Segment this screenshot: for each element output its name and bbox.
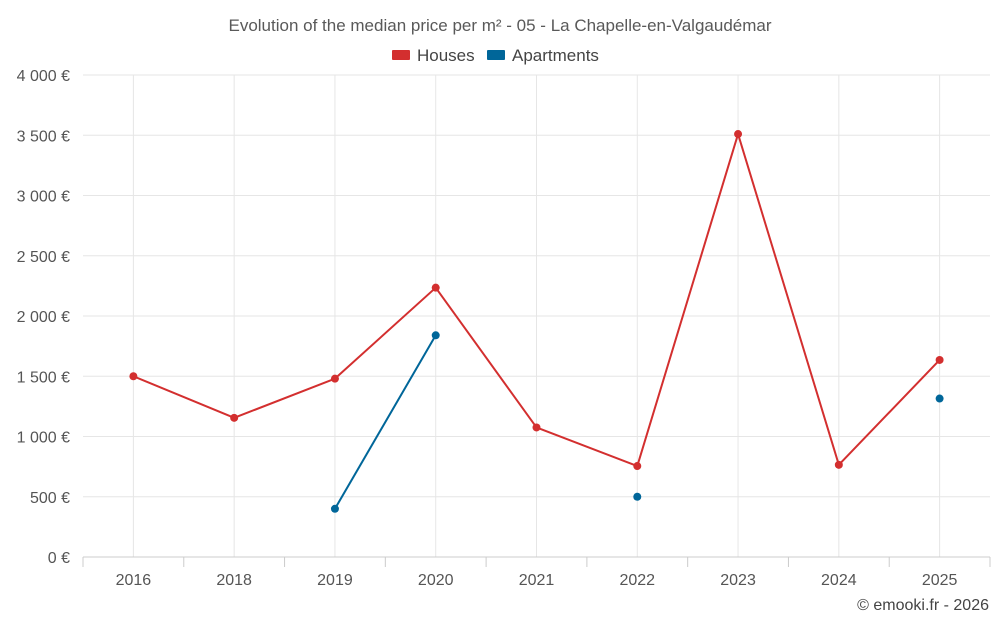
x-tick-label: 2020 (418, 572, 454, 589)
data-point-houses-2019[interactable] (330, 374, 339, 383)
data-point-houses-2021[interactable] (532, 423, 541, 432)
x-tick-label: 2018 (216, 572, 252, 589)
data-point-houses-2025[interactable] (935, 355, 944, 364)
x-tick-label: 2022 (619, 572, 655, 589)
x-tick-label: 2021 (519, 572, 555, 589)
x-tick-label: 2025 (922, 572, 958, 589)
data-point-houses-2020[interactable] (431, 283, 440, 292)
series (129, 130, 944, 513)
x-tick-label: 2024 (821, 572, 857, 589)
y-tick-label: 2 500 € (17, 249, 70, 266)
x-axis: 2016 2018 2019 2020 2021 2022 2023 2024 2025 (82, 556, 991, 589)
legend: Houses Apartments (392, 46, 599, 65)
data-point-houses-2018[interactable] (230, 413, 239, 422)
data-point-apartments-2020[interactable] (431, 331, 440, 340)
credit-text: © emooki.fr - 2026 (857, 597, 989, 614)
y-tick-label: 4 000 € (17, 68, 70, 85)
legend-item-apartments[interactable]: Apartments (487, 46, 599, 65)
x-tick-label: 2019 (317, 572, 353, 589)
series-apartments (330, 331, 944, 513)
y-tick-label: 3 000 € (17, 189, 70, 206)
data-point-houses-2016[interactable] (129, 372, 138, 381)
series-houses (129, 130, 944, 471)
y-tick-label: 1 000 € (17, 430, 70, 447)
x-tick-label: 2016 (116, 572, 152, 589)
y-tick-label: 0 € (48, 550, 70, 567)
y-tick-label: 1 500 € (17, 369, 70, 386)
legend-swatch-houses (392, 50, 410, 60)
series-line-apartments (334, 334, 437, 510)
legend-label-houses: Houses (417, 46, 475, 65)
y-tick-label: 3 500 € (17, 128, 70, 145)
chart-title: Evolution of the median price per m² - 0… (228, 16, 771, 35)
legend-item-houses[interactable]: Houses (392, 46, 475, 65)
grid (83, 74, 990, 557)
y-axis: 0 € 500 € 1 000 € 1 500 € 2 000 € 2 500 € 3 00… (17, 68, 70, 567)
data-point-apartments-2025[interactable] (935, 394, 944, 403)
data-point-apartments-2022[interactable] (633, 492, 642, 501)
data-point-houses-2022[interactable] (633, 462, 642, 471)
y-tick-label: 2 000 € (17, 309, 70, 326)
data-point-houses-2023[interactable] (734, 130, 743, 139)
data-point-houses-2024[interactable] (834, 460, 843, 469)
data-point-apartments-2019[interactable] (330, 504, 339, 513)
legend-label-apartments: Apartments (512, 46, 599, 65)
y-tick-label: 500 € (30, 490, 70, 507)
x-tick-label: 2023 (720, 572, 756, 589)
legend-swatch-apartments (487, 50, 505, 60)
